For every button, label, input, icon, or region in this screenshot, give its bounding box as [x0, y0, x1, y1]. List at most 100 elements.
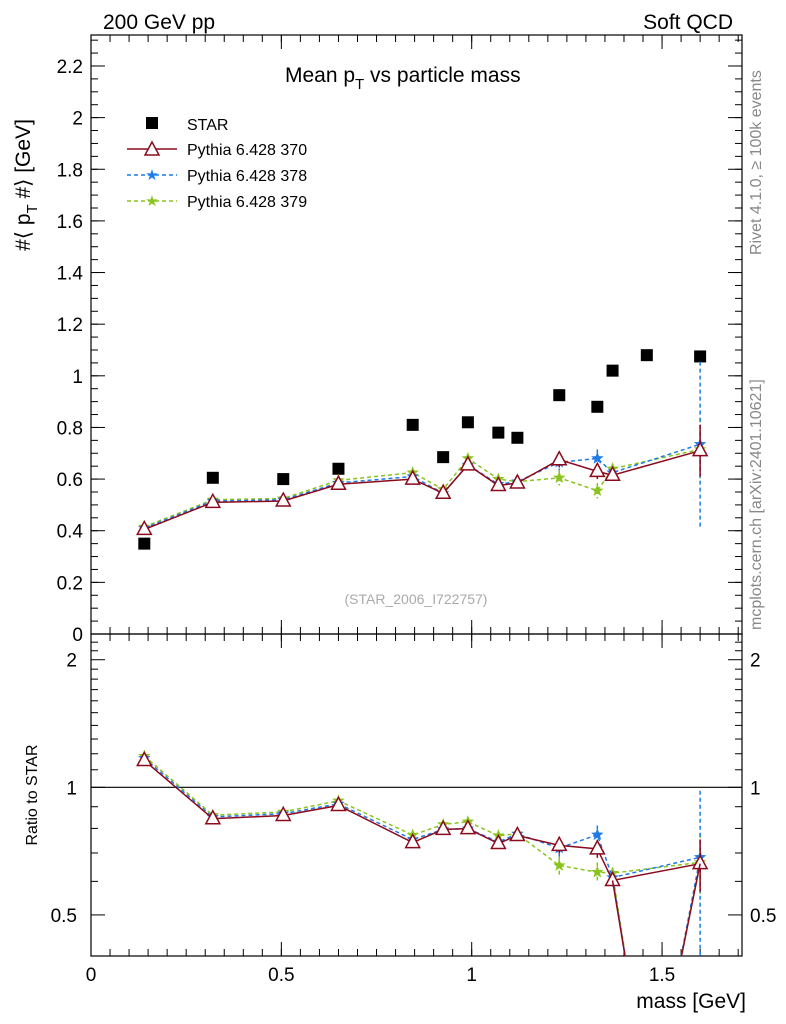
point-370 [604, 465, 621, 481]
ratio-point-370 [509, 825, 526, 842]
star-data-point [461, 416, 474, 429]
star-data-point [591, 400, 604, 413]
y-tick-label-ratio: 0.5 [51, 906, 77, 927]
star-data-point [492, 426, 505, 439]
y-tick-label-main: 0.8 [57, 418, 83, 439]
ratio-point-370 [490, 833, 507, 850]
y-tick-label-main: 0 [72, 625, 83, 646]
y-tick-label-main: 2 [72, 109, 83, 130]
legend-marker-370 [143, 140, 161, 156]
point-370 [509, 473, 526, 489]
y-tick-label-main: 0.2 [57, 573, 83, 594]
star-data-point [553, 389, 566, 402]
mcplots-label: mcplots.cern.ch [arXiv:2401.10621] [748, 379, 765, 630]
legend-marker-379: ★ [145, 192, 158, 210]
point-379 [591, 484, 604, 496]
point-370 [330, 474, 347, 490]
ratio-point-370 [204, 809, 222, 825]
ratio-plot-frame [90, 633, 743, 957]
y-axis-label-ratio: Ratio to STAR [24, 744, 41, 845]
ratio-point-379 [553, 858, 566, 871]
series-line-370 [144, 449, 701, 531]
star-data-point [606, 364, 619, 377]
svg-text:#⟨ pT #⟩ [GeV]: #⟨ pT #⟩ [GeV] [12, 119, 41, 251]
ratio-axis-ticks: 0.5 0.5 1 1 2 2 [51, 641, 776, 927]
point-370 [136, 519, 153, 536]
star-data-point [640, 349, 653, 362]
svg-text:Mean pT vs particle mass: Mean pT vs particle mass [285, 64, 521, 93]
ratio-point-370 [136, 750, 153, 767]
star-data-point [277, 473, 290, 486]
point-370 [551, 450, 568, 466]
ratio-point-370 [589, 839, 606, 855]
legend-label-370: Pythia 6.428 370 [187, 142, 307, 159]
point-370 [691, 441, 709, 457]
ratio-point-370 [404, 832, 421, 849]
legend-label-star: STAR [187, 117, 228, 134]
ratio-point-370 [691, 854, 709, 870]
y-tick-label-main: 1.8 [57, 160, 83, 181]
x-tick-label: 0 [86, 965, 97, 986]
star-data-point [406, 418, 419, 431]
y-tick-label-ratio-right: 1 [750, 778, 761, 799]
ratio-dip-370 [611, 863, 701, 956]
main-axis-ticks: 0 0.2 0.4 0.6 0.8 1 1.2 1.4 1.6 1.8 2 2.2 [57, 39, 742, 646]
ratio-line-379 [143, 755, 701, 874]
analysis-watermark: (STAR_2006_I722757) [345, 591, 488, 607]
ratio-point-370 [459, 819, 477, 835]
legend-label-378: Pythia 6.428 378 [187, 168, 307, 185]
point-370 [274, 491, 292, 507]
series-line-378 [144, 443, 701, 529]
x-tick-label: 1 [466, 965, 477, 986]
y-tick-label-ratio: 2 [66, 651, 77, 672]
star-data-point [332, 462, 345, 475]
point-370 [434, 483, 452, 500]
legend: STAR Pythia 6.428 370 ★ Pythia 6.428 378… [127, 117, 307, 211]
y-tick-label-main: 2.2 [57, 57, 83, 78]
star-data-point [511, 431, 524, 444]
ratio-point-370 [434, 819, 452, 836]
star-data-point [206, 471, 219, 484]
point-370 [490, 475, 507, 492]
star-data-point [694, 350, 707, 363]
y-tick-label-main: 0.6 [57, 470, 83, 491]
chart-title: Mean pT vs particle mass [285, 64, 521, 93]
header-right: Soft QCD [643, 11, 733, 34]
star-data-point [138, 537, 151, 550]
header-left: 200 GeV pp [103, 11, 215, 34]
x-tick-label: 0.5 [268, 965, 294, 986]
y-tick-label-main: 1.6 [57, 212, 83, 233]
ratio-line-370 [143, 759, 701, 882]
rivet-label: Rivet 4.1.0, ≥ 100k events [748, 70, 765, 255]
x-axis-ticks: 0 0.5 1 1.5 [86, 35, 739, 986]
ratio-point-370 [551, 835, 568, 852]
legend-label-379: Pythia 6.428 379 [187, 194, 307, 211]
ratio-point-370 [330, 795, 347, 812]
y-tick-label-main: 1.4 [57, 264, 84, 285]
y-tick-label-ratio-right: 0.5 [750, 906, 776, 927]
ratio-point-370 [604, 870, 621, 887]
point-379 [553, 471, 566, 484]
ratio-point-370 [274, 805, 292, 822]
y-tick-label-main: 1 [72, 367, 83, 388]
series-line-379 [144, 448, 701, 528]
star-data-point [437, 451, 450, 464]
point-378 [591, 451, 604, 464]
x-axis-label: mass [GeV] [636, 990, 746, 1013]
x-tick-label: 1.5 [649, 965, 675, 986]
main-plot-area [136, 349, 709, 550]
point-370 [404, 469, 421, 485]
ratio-point-378 [591, 828, 604, 841]
point-370 [459, 455, 477, 471]
y-tick-label-ratio: 1 [66, 778, 77, 799]
point-370 [589, 461, 606, 478]
y-tick-label-ratio-right: 2 [750, 651, 761, 672]
point-370 [204, 492, 222, 509]
y-axis-label-main: #⟨ pT #⟩ [GeV] [12, 119, 41, 251]
y-tick-label-main: 1.2 [57, 315, 83, 336]
legend-marker-star-data [146, 117, 158, 129]
y-tick-label-main: 0.4 [57, 522, 84, 543]
ratio-point-379 [591, 865, 604, 878]
ratio-plot-area [91, 749, 742, 956]
